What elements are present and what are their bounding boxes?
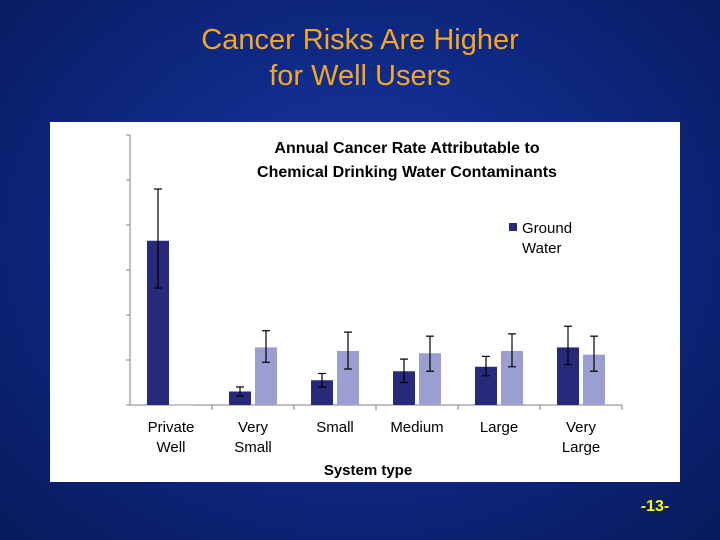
- bar-ground-water-5: [557, 347, 579, 405]
- x-tick-label: Small: [316, 419, 354, 436]
- y-tick-label: 20: [103, 307, 119, 323]
- x-tick-label: Very: [238, 419, 269, 436]
- x-tick-label: Very: [566, 419, 597, 436]
- slide-title-line-1: Cancer Risks Are Higher: [201, 24, 519, 56]
- x-axis-title: System type: [324, 462, 412, 479]
- bar-ground-water-2: [311, 380, 333, 405]
- bar-surface-water-5: [583, 354, 605, 405]
- y-tick-label: 50: [103, 172, 119, 188]
- bar-surface-water-2: [337, 351, 359, 405]
- bar-ground-water-1: [229, 391, 251, 405]
- x-tick-label: Large: [562, 439, 600, 456]
- x-tick-label: Large: [480, 419, 518, 436]
- bar-surface-water-0: [173, 405, 195, 406]
- y-axis-title: Cases per 100,000: [56, 206, 72, 328]
- x-tick-label: Well: [157, 439, 186, 456]
- slide-title-line-2: for Well Users: [269, 60, 451, 92]
- page-number: -13-: [640, 498, 670, 515]
- bar-surface-water-1: [255, 347, 277, 405]
- bar-surface-water-3: [419, 353, 441, 405]
- legend-swatch-ground-water: [509, 223, 517, 231]
- slide-title: Cancer Risks Are Higher for Well Users: [0, 22, 720, 94]
- x-tick-label: Private: [148, 419, 195, 436]
- bar-ground-water-4: [475, 366, 497, 405]
- y-tick-label: 30: [103, 262, 119, 278]
- bar-ground-water-3: [393, 371, 415, 405]
- y-tick-label: 60: [103, 127, 119, 143]
- y-tick-label: 10: [103, 352, 119, 368]
- x-tick-label: Small: [234, 439, 272, 456]
- chart-title-line-2: Chemical Drinking Water Contaminants: [257, 164, 557, 181]
- bar-ground-water-0: [147, 240, 169, 405]
- chart-title-line-1: Annual Cancer Rate Attributable to: [274, 140, 539, 157]
- y-tick-label: 40: [103, 217, 119, 233]
- legend-label: Ground: [522, 220, 572, 237]
- bar-surface-water-4: [501, 351, 523, 405]
- legend-label: Water: [522, 240, 561, 257]
- x-tick-label: Medium: [390, 419, 443, 436]
- y-tick-label: 0: [111, 397, 119, 413]
